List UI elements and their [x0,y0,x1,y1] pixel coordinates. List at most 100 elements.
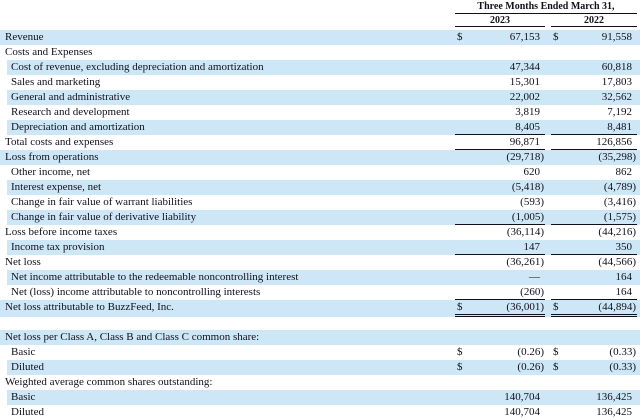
year-column-headers: 2023 2022 [455,14,637,27]
table-row: Basic $ (0.26) $ (0.33) [0,345,640,360]
table-row: Total costs and expenses 96,871 126,856 [0,135,640,150]
value-2023 [455,330,545,345]
indent-gap [0,345,7,360]
value-2022: 17,803 [601,76,632,88]
value-cell-2023: 8,405 [455,120,545,135]
value-2022: 126,856 [596,136,632,148]
value-cell-2022: (44,216) [551,225,637,240]
row-label: Change in fair value of derivative liabi… [11,211,197,223]
value-cell-2022: $91,558 [551,30,637,45]
value-cell-2022: $ (0.33) [551,345,637,360]
row-label: Cost of revenue, excluding depreciation … [11,61,264,73]
indent-gap [0,360,7,375]
value-cell-2022: 126,856 [551,135,637,150]
row-content: Basic $ (0.26) $ (0.33) [7,345,640,360]
value-2022: (1,575) [603,211,636,223]
table-row: Change in fair value of derivative liabi… [0,210,640,225]
row-label: Change in fair value of warrant liabilit… [11,196,193,208]
value-2023 [455,375,545,390]
row-content: Change in fair value of derivative liabi… [7,210,640,225]
value-cell-2022 [551,330,637,345]
table-row: Other income, net 620 862 [0,165,640,180]
value-2022: 862 [615,166,633,178]
indent-gap [0,60,7,75]
row-content: General and administrative 22,002 32,562 [7,90,640,105]
row-content: Diluted $ (0.26) $ (0.33) [7,360,640,375]
row-label: Net loss per Class A, Class B and Class … [5,331,260,343]
value-cell-2023: (5,418) [455,180,545,195]
value-2022: (3,416) [603,196,636,208]
value-2022: (0.33) [609,346,636,358]
spacer-row [0,317,640,330]
value-cell-2023: 22,002 [455,90,545,105]
indent-gap [0,180,7,195]
value-2023: (29,718) [506,151,544,163]
table-row: Diluted 140,704 136,425 [0,405,640,420]
value-2023: 22,002 [509,91,540,103]
indent-gap [0,120,7,135]
value-2023: 15,301 [509,76,540,88]
row-label: Diluted [11,361,44,373]
dollar-sign: $ [553,346,559,358]
value-2023: 147 [523,241,541,253]
row-label: Research and development [11,106,130,118]
dollar-sign: $ [457,346,463,358]
row-content: Net loss per Class A, Class B and Class … [0,330,640,345]
row-label: Total costs and expenses [5,136,114,148]
value-cell-2022 [551,375,637,390]
value-2022: 60,818 [601,61,632,73]
value-cell-2022: (44,566) [551,255,637,270]
row-content: Change in fair value of warrant liabilit… [7,195,640,210]
table-row: Research and development 3,819 7,192 [0,105,640,120]
table-row: Depreciation and amortization 8,405 8,481 [0,120,640,135]
table-row: Change in fair value of warrant liabilit… [0,195,640,210]
row-content: Diluted 140,704 136,425 [7,405,640,420]
value-2022: 91,558 [601,31,632,43]
value-cell-2022: 164 [551,285,637,300]
table-row: Net loss attributable to BuzzFeed, Inc. $… [0,300,640,317]
table-row: Basic 140,704 136,425 [0,390,640,405]
row-content: Net loss attributable to BuzzFeed, Inc. $… [0,300,640,317]
value-2022: 136,425 [596,406,632,418]
row-label: Basic [11,391,36,403]
value-2023: (36,001) [506,301,544,313]
row-content: Interest expense, net (5,418) (4,789) [7,180,640,195]
row-label: Weighted average common shares outstandi… [5,376,213,388]
row-label: Interest expense, net [11,181,102,193]
row-label: Depreciation and amortization [11,121,145,133]
row-content: Total costs and expenses 96,871 126,856 [0,135,640,150]
value-2022: (44,216) [598,226,636,238]
value-2023: (5,418) [511,181,544,193]
table-row: Cost of revenue, excluding depreciation … [0,60,640,75]
value-2022: 164 [615,286,633,298]
value-2023 [455,45,545,60]
value-cell-2023: $ (0.26) [455,345,545,360]
table-row: Net (loss) income attributable to noncon… [0,285,640,300]
row-label: Net loss [5,256,41,268]
value-cell-2022: 164 [551,270,637,285]
value-cell-2023: $ (0.26) [455,360,545,375]
row-label: General and administrative [11,91,131,103]
value-cell-2023: (1,005) [455,210,545,225]
value-cell-2022: (1,575) [551,210,637,225]
indent-gap [0,390,7,405]
value-cell-2023: 140,704 [455,390,545,405]
value-cell-2023 [455,45,545,60]
row-content: Loss from operations (29,718) (35,298) [0,150,640,165]
table-row: Loss from operations (29,718) (35,298) [0,150,640,165]
table-row: Weighted average common shares outstandi… [0,375,640,390]
indent-gap [0,210,7,225]
value-2022: (35,298) [598,151,636,163]
value-cell-2023: 147 [455,240,545,255]
value-cell-2022: (3,416) [551,195,637,210]
row-content: Cost of revenue, excluding depreciation … [7,60,640,75]
column-header-2023: 2023 [455,14,545,27]
table-row: Sales and marketing 15,301 17,803 [0,75,640,90]
value-2023: 96,871 [509,136,540,148]
table-row: Net loss (36,261) (44,566) [0,255,640,270]
value-cell-2023: 47,344 [455,60,545,75]
row-content: Income tax provision 147 350 [7,240,640,255]
row-label: Net (loss) income attributable to noncon… [11,286,261,298]
table-row: Diluted $ (0.26) $ (0.33) [0,360,640,375]
value-2022 [551,45,637,60]
